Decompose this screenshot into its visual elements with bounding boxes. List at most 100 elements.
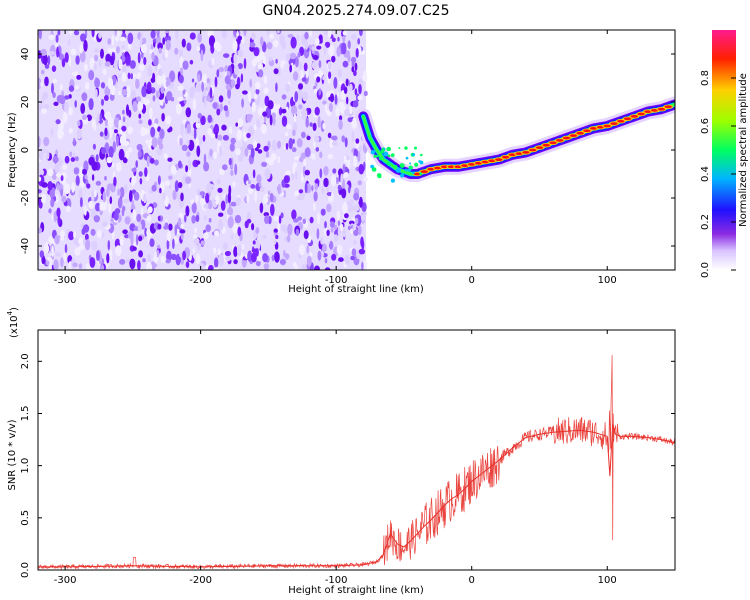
noise-blob	[92, 143, 96, 150]
noise-blob	[328, 196, 332, 203]
snr-x-label: Height of straight line (km)	[288, 585, 424, 596]
noise-blob	[68, 107, 73, 116]
noise-blob	[100, 98, 105, 106]
noise-blob	[262, 253, 268, 263]
noise-blob	[83, 224, 90, 233]
noise-blob	[82, 114, 87, 121]
noise-blob	[217, 187, 223, 193]
noise-blob	[337, 184, 342, 191]
noise-blob	[195, 30, 202, 34]
noise-blob	[327, 153, 334, 160]
noise-blob	[38, 150, 44, 161]
noise-blob	[61, 57, 66, 68]
noise-blob	[40, 69, 45, 75]
noise-blob	[328, 44, 335, 57]
noise-blob	[294, 156, 300, 161]
ridge-scatter	[386, 161, 391, 166]
noise-blob	[104, 61, 111, 67]
noise-blob	[138, 113, 142, 119]
noise-blob	[96, 229, 102, 239]
noise-blob	[263, 263, 270, 270]
noise-blob	[312, 55, 319, 60]
noise-blob	[64, 155, 70, 164]
ridge-peak	[420, 170, 429, 174]
noise-blob	[360, 236, 364, 248]
noise-blob	[190, 198, 194, 205]
noise-blob	[122, 157, 128, 164]
noise-blob	[243, 58, 247, 69]
y-tick-label: 1.0	[20, 458, 31, 474]
noise-blob	[247, 180, 251, 185]
noise-blob	[207, 30, 212, 37]
noise-blob	[361, 213, 366, 222]
ridge-scatter	[390, 178, 395, 183]
noise-blob	[171, 253, 177, 261]
ridge-scatter	[407, 168, 411, 172]
noise-blob	[353, 204, 360, 212]
noise-blob	[149, 157, 155, 164]
noise-blob	[81, 168, 88, 176]
noise-blob	[190, 130, 195, 136]
noise-blob	[202, 134, 206, 142]
noise-blob	[251, 252, 257, 263]
noise-blob	[197, 112, 202, 119]
noise-blob	[80, 33, 87, 42]
noise-blob	[99, 112, 103, 125]
noise-blob	[78, 263, 83, 269]
noise-blob	[253, 140, 257, 149]
noise-blob	[203, 153, 207, 165]
noise-blob	[261, 123, 267, 135]
noise-blob	[225, 84, 230, 90]
snr-multiplier-exp: 4	[6, 310, 14, 315]
noise-blob	[50, 127, 54, 137]
noise-blob	[316, 45, 322, 50]
noise-blob	[322, 122, 326, 130]
noise-blob	[158, 143, 164, 150]
noise-blob	[129, 60, 136, 69]
noise-blob	[47, 168, 54, 177]
noise-blob	[117, 197, 123, 209]
noise-blob	[265, 106, 272, 119]
noise-blob	[166, 231, 172, 242]
noise-blob	[159, 128, 165, 140]
noise-blob	[91, 30, 95, 38]
noise-blob	[135, 78, 140, 89]
x-tick-label: -300	[54, 575, 77, 586]
noise-blob	[108, 146, 114, 159]
noise-blob	[330, 174, 337, 187]
noise-blob	[213, 267, 220, 270]
noise-blob	[197, 32, 202, 44]
noise-blob	[111, 162, 115, 168]
noise-blob	[109, 128, 113, 139]
noise-blob	[170, 165, 177, 174]
noise-blob	[135, 234, 139, 246]
noise-blob	[76, 74, 82, 80]
noise-blob	[133, 226, 139, 231]
noise-blob	[144, 227, 148, 237]
noise-blob	[161, 112, 165, 122]
noise-blob	[195, 214, 200, 223]
noise-blob	[119, 186, 125, 198]
noise-blob	[158, 47, 163, 54]
noise-blob	[68, 127, 74, 134]
noise-blob	[234, 64, 239, 75]
noise-blob	[319, 151, 323, 159]
ridge-peak	[427, 167, 435, 171]
noise-blob	[45, 149, 50, 160]
noise-blob	[279, 259, 286, 265]
noise-blob	[288, 137, 293, 150]
noise-blob	[253, 124, 257, 131]
noise-blob	[180, 192, 184, 202]
noise-blob	[316, 228, 320, 240]
ridge-scatter	[398, 147, 401, 150]
ridge-peak	[454, 165, 462, 169]
noise-blob	[138, 171, 143, 177]
noise-blob	[142, 97, 146, 103]
noise-blob	[304, 31, 309, 40]
noise-blob	[247, 187, 254, 195]
y-tick-label: -40	[20, 238, 31, 254]
noise-blob	[296, 195, 303, 201]
noise-blob	[189, 59, 194, 65]
noise-blob	[147, 206, 153, 214]
noise-blob	[256, 143, 261, 149]
